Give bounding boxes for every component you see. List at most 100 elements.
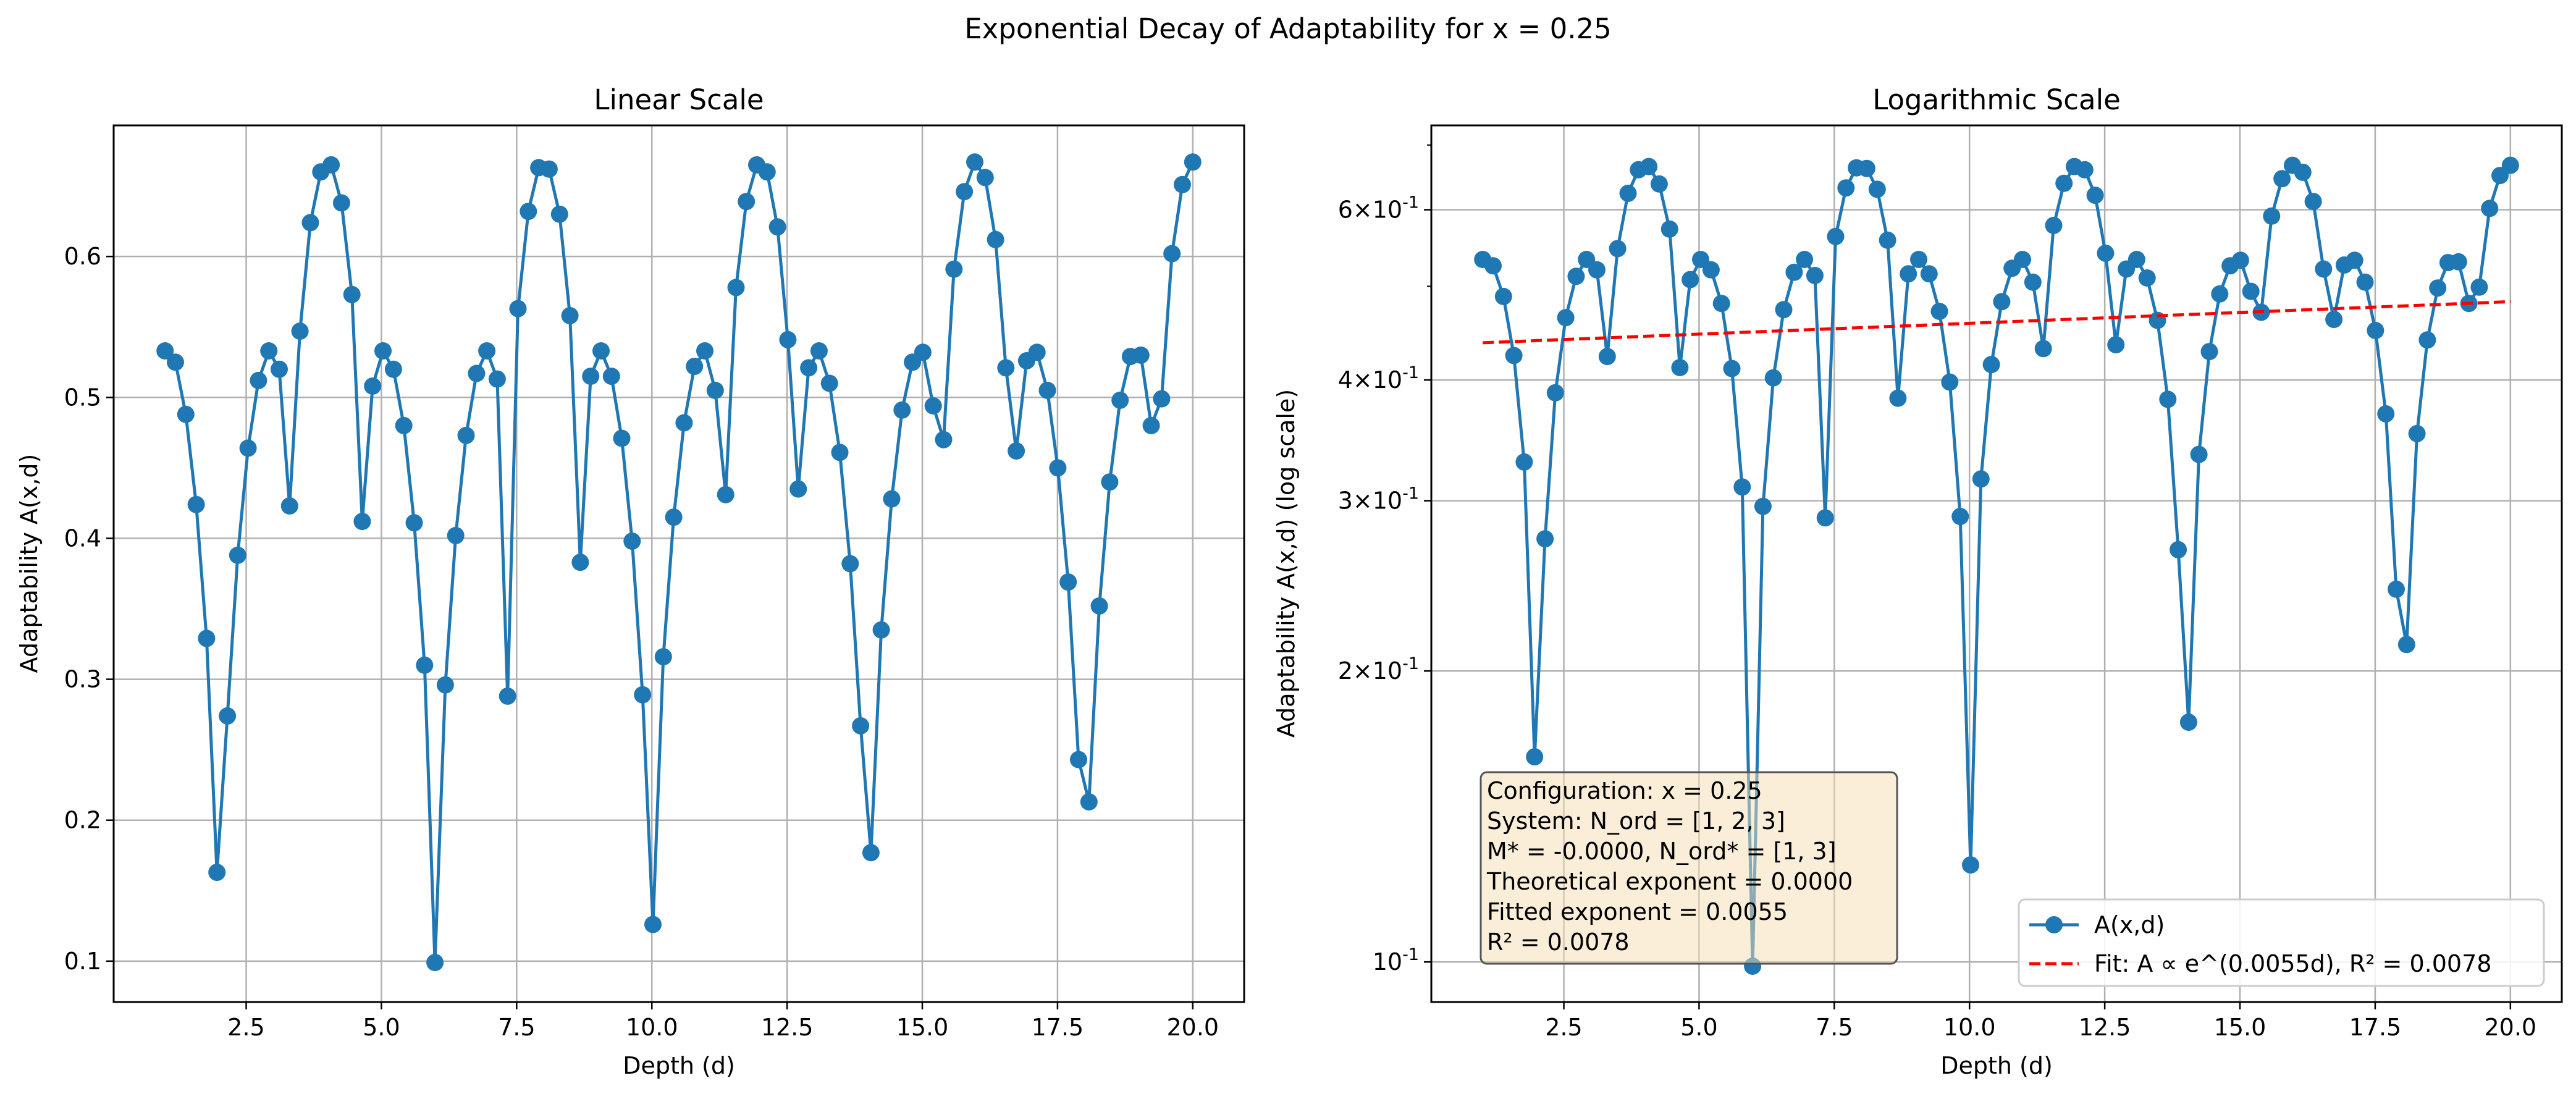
y-tick-label: 0.6 — [64, 243, 101, 270]
data-point — [2501, 156, 2519, 174]
data-point — [852, 717, 870, 735]
data-point — [571, 554, 589, 571]
data-point — [343, 285, 361, 303]
data-point — [2377, 405, 2395, 423]
data-point — [1515, 453, 1533, 471]
data-point — [738, 193, 756, 211]
data-point — [198, 630, 216, 647]
data-point — [364, 377, 382, 395]
y-tick-label: 3×10-1 — [1338, 484, 1419, 515]
data-point — [499, 687, 516, 705]
data-point — [384, 360, 402, 378]
data-point — [1889, 389, 1907, 407]
log-chart-title: Logarithmic Scale — [1872, 83, 2121, 116]
data-point — [654, 648, 672, 666]
data-point — [2263, 207, 2281, 225]
data-point — [416, 656, 434, 674]
data-point — [1920, 265, 1938, 283]
data-line — [1481, 164, 2512, 968]
annotation-line: Configuration: x = 0.25 — [1487, 777, 1762, 804]
data-point — [2086, 187, 2104, 204]
data-point — [561, 307, 579, 324]
data-point — [1090, 597, 1108, 615]
data-point — [322, 156, 340, 174]
data-point — [893, 401, 911, 419]
data-point — [592, 342, 610, 360]
data-point — [1184, 153, 1202, 171]
data-point — [2367, 322, 2384, 339]
data-point — [2055, 174, 2073, 192]
y-tick-label: 10-1 — [1373, 945, 1419, 975]
data-point — [1951, 508, 1969, 525]
x-tick-label: 2.5 — [227, 1014, 264, 1041]
data-point — [1993, 293, 2011, 311]
data-point — [2190, 445, 2208, 463]
log-axes-frame — [1430, 124, 2563, 1003]
data-point — [1868, 180, 1886, 198]
legend-label-data: A(x,d) — [2094, 911, 2165, 938]
data-point — [1941, 373, 1959, 391]
data-point — [509, 300, 527, 318]
annotation-line: Theoretical exponent = 0.0000 — [1486, 868, 1853, 895]
y-tick-label: 2×10-1 — [1338, 654, 1419, 684]
data-point — [1163, 245, 1181, 263]
linear-x-ticks: 2.5 5.0 7.5 10.0 12.5 15.0 17.5 20.0 — [227, 1002, 1219, 1041]
data-point — [1972, 470, 1990, 488]
data-point — [1858, 159, 1875, 177]
linear-grid — [114, 125, 1244, 1002]
y-tick-label: 0.3 — [64, 666, 101, 693]
data-point — [717, 486, 734, 503]
data-point — [1619, 184, 1637, 202]
data-point — [1702, 261, 1720, 279]
data-point — [405, 514, 423, 532]
log-plot-area — [1474, 156, 2519, 975]
data-point — [2304, 193, 2322, 211]
data-point — [872, 621, 890, 639]
figure-suptitle: Exponential Decay of Adaptability for x … — [964, 12, 1612, 45]
data-point — [2294, 163, 2312, 181]
data-point — [2325, 311, 2343, 329]
data-point — [644, 916, 662, 933]
data-point — [436, 676, 454, 694]
data-point — [956, 183, 974, 201]
linear-y-ticks: 0.1 0.2 0.3 0.4 0.5 0.6 — [64, 243, 114, 975]
annotation-line: Fitted exponent = 0.0055 — [1487, 898, 1788, 925]
data-point — [1837, 179, 1855, 197]
data-point — [271, 360, 288, 378]
data-point — [1546, 384, 1564, 402]
data-point — [1764, 369, 1782, 387]
data-point — [1526, 748, 1544, 766]
data-point — [167, 353, 184, 371]
data-point — [2315, 260, 2333, 278]
data-point — [1505, 347, 1523, 364]
x-tick-label: 17.5 — [1032, 1014, 1084, 1041]
data-point — [1008, 442, 1025, 460]
data-point — [426, 954, 444, 972]
x-tick-label: 20.0 — [2485, 1014, 2537, 1041]
data-point — [1640, 158, 1658, 175]
data-point — [332, 194, 350, 212]
data-point — [841, 555, 859, 573]
data-point — [280, 497, 298, 515]
data-point — [1671, 359, 1689, 376]
data-point — [177, 405, 195, 423]
y-tick-label: 4×10-1 — [1338, 363, 1419, 394]
x-tick-label: 15.0 — [2214, 1014, 2267, 1041]
data-point — [789, 480, 807, 498]
data-point — [1059, 573, 1077, 591]
data-point — [2211, 285, 2229, 303]
data-point — [696, 342, 713, 360]
data-point — [686, 358, 704, 376]
annotation-line: System: N_ord = [1, 2, 3] — [1487, 807, 1785, 835]
data-point — [634, 686, 652, 704]
data-point — [156, 342, 174, 360]
data-point — [395, 416, 413, 434]
data-point — [1028, 343, 1046, 361]
data-point — [1650, 175, 1668, 193]
data-point — [2231, 251, 2249, 269]
data-point — [1796, 251, 1814, 268]
log-y-axis-label: Adaptability A(x,d) (log scale) — [1273, 389, 1300, 738]
data-point — [2159, 390, 2177, 408]
data-point — [1111, 391, 1129, 409]
linear-axes-frame — [112, 124, 1245, 1003]
